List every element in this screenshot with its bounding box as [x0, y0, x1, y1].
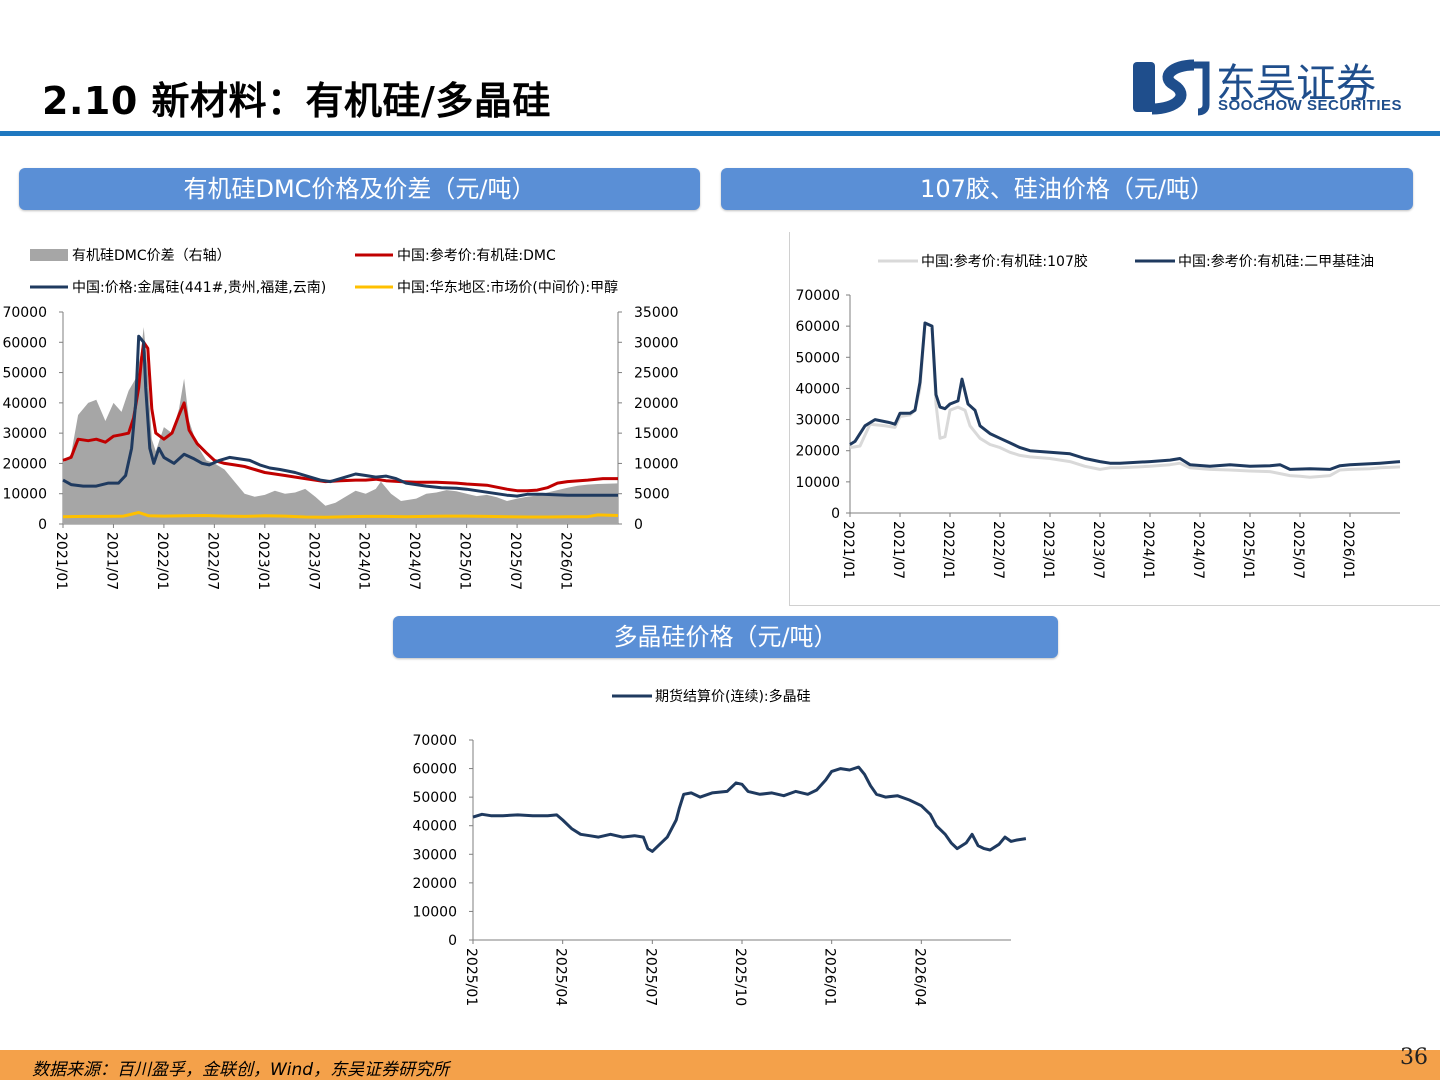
x-tick-label: 2021/01	[840, 521, 856, 579]
y2-tick-label: 20000	[634, 396, 679, 412]
y2-tick-label: 5000	[634, 487, 670, 503]
x-tick-label: 2022/01	[940, 521, 956, 579]
logo-english-name: SOOCHOW SECURITIES	[1218, 97, 1403, 114]
legend-label: 中国:参考价:有机硅:DMC	[397, 247, 556, 264]
x-tick-label: 2022/07	[204, 532, 220, 590]
x-tick-label: 2025/01	[1240, 521, 1256, 579]
y-tick-label: 0	[831, 506, 840, 522]
y-tick-label: 40000	[2, 396, 47, 412]
x-tick-label: 2025/04	[553, 948, 569, 1006]
glue-chart-panel: 0 10000 20000 30000 40000 50000 60000 70000 2021…	[789, 232, 1440, 606]
y-tick-label: 0	[448, 933, 457, 949]
x-tick-label: 2023/01	[1040, 521, 1056, 579]
poly-chart: 0 10000 20000 30000 40000 50000 60000 70000 2025…	[412, 688, 1027, 1006]
metal-silicon-line	[62, 334, 618, 498]
legend-swatch-dmc-spread	[30, 249, 68, 261]
y-tick-label: 20000	[412, 876, 457, 892]
y2-tick-label: 0	[634, 517, 643, 533]
dmc-chart: 0100002000030000400005000060000700002021…	[2, 247, 679, 590]
x-tick-label: 2022/01	[154, 532, 170, 590]
y-tick-label: 60000	[795, 319, 840, 335]
legend-label: 中国:参考价:有机硅:107胶	[921, 253, 1088, 270]
x-tick-label: 2021/07	[103, 532, 119, 590]
y-tick-label: 70000	[412, 733, 457, 749]
x-tick-label: 2023/07	[305, 532, 321, 590]
page-title: 2.10 新材料：有机硅/多晶硅	[42, 79, 551, 123]
y2-tick-label: 30000	[634, 335, 679, 351]
x-tick-label: 2025/01	[463, 948, 479, 1006]
legend-label: 中国:华东地区:市场价(中间价):甲醇	[397, 279, 618, 296]
y-tick-label: 60000	[2, 335, 47, 351]
x-tick-label: 2025/10	[732, 948, 748, 1006]
y2-tick-label: 35000	[634, 305, 679, 321]
y-tick-label: 50000	[795, 350, 840, 366]
company-logo: 东吴证券 SOOCHOW SECURITIES	[1132, 57, 1412, 117]
polysilicon-line	[472, 765, 1027, 853]
x-tick-label: 2024/07	[1190, 521, 1206, 579]
logo-chinese-name: 东吴证券	[1216, 61, 1376, 107]
silicone-oil-line	[849, 321, 1401, 471]
y-tick-label: 70000	[2, 305, 47, 321]
y-tick-label: 10000	[412, 904, 457, 920]
x-tick-label: 2024/01	[356, 532, 372, 590]
y-tick-label: 20000	[2, 456, 47, 472]
legend-label: 有机硅DMC价差（右轴）	[72, 248, 231, 264]
x-tick-label: 2026/01	[1340, 521, 1356, 579]
logo-mark-icon	[1133, 59, 1210, 116]
y-tick-label: 30000	[412, 847, 457, 863]
y-tick-label: 40000	[795, 381, 840, 397]
legend-label: 期货结算价(连续):多晶硅	[655, 688, 811, 705]
dmc-spread-area	[63, 327, 618, 524]
x-tick-label: 2023/01	[255, 532, 271, 590]
y-tick-label: 30000	[2, 426, 47, 442]
x-tick-label: 2025/01	[457, 532, 473, 590]
legend-label: 中国:参考价:有机硅:二甲基硅油	[1178, 253, 1374, 270]
x-tick-label: 2025/07	[1290, 521, 1306, 579]
y2-tick-label: 10000	[634, 456, 679, 472]
data-source-note: 数据来源：百川盈孚，金联创，Wind，东吴证券研究所	[32, 1060, 450, 1080]
x-tick-label: 2026/01	[558, 532, 574, 590]
dmc-chart-banner: 有机硅DMC价格及价差（元/吨）	[19, 168, 700, 210]
y-tick-label: 50000	[2, 366, 47, 382]
y-tick-label: 40000	[412, 819, 457, 835]
x-tick-label: 2021/07	[890, 521, 906, 579]
x-tick-label: 2023/07	[1090, 521, 1106, 579]
y-tick-label: 60000	[412, 762, 457, 778]
x-tick-label: 2025/07	[642, 948, 658, 1006]
y-tick-label: 10000	[2, 487, 47, 503]
y-tick-label: 10000	[795, 475, 840, 491]
y-tick-label: 0	[38, 517, 47, 533]
y-tick-label: 20000	[795, 444, 840, 460]
x-tick-label: 2026/04	[911, 948, 927, 1006]
methanol-line	[62, 511, 619, 519]
y-tick-label: 50000	[412, 790, 457, 806]
y-tick-label: 70000	[795, 288, 840, 304]
poly-chart-banner: 多晶硅价格（元/吨）	[393, 616, 1058, 658]
x-tick-label: 2025/07	[507, 532, 523, 590]
glue-chart: 0 10000 20000 30000 40000 50000 60000 70000 2021…	[795, 253, 1401, 579]
x-tick-label: 2021/01	[53, 532, 69, 590]
glue-chart-banner: 107胶、硅油价格（元/吨）	[721, 168, 1413, 210]
page-number: 36	[1400, 1045, 1428, 1070]
x-tick-label: 2024/01	[1140, 521, 1156, 579]
x-tick-label: 2024/07	[406, 532, 422, 590]
y2-tick-label: 15000	[634, 426, 679, 442]
y-tick-label: 30000	[795, 413, 840, 429]
dmc-chart-panel: 0 10000 20000 30000 40000 50000 60000 70000 2021…	[0, 232, 684, 608]
x-tick-label: 2022/07	[990, 521, 1006, 579]
x-tick-label: 2026/01	[822, 948, 838, 1006]
footer-bar: 数据来源：百川盈孚，金联创，Wind，东吴证券研究所	[0, 1050, 1440, 1080]
header-rule	[0, 131, 1440, 136]
legend-label: 中国:价格:金属硅(441#,贵州,福建,云南)	[72, 280, 326, 296]
y2-tick-label: 25000	[634, 366, 679, 382]
poly-chart-panel: 0 10000 20000 30000 40000 50000 60000 70000 2025…	[400, 672, 1040, 1032]
